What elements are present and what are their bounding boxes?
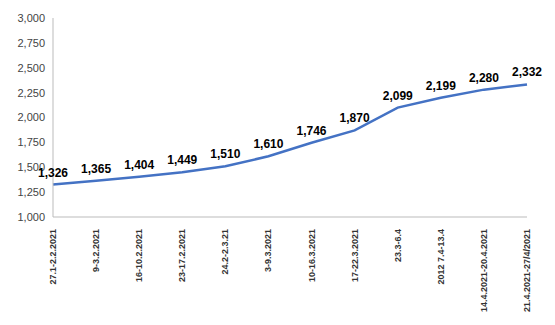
svg-text:2,750: 2,750 [17, 37, 45, 49]
svg-text:3-9.3.2021: 3-9.3.2021 [263, 229, 273, 272]
svg-text:14.4.2021-20.4.2021: 14.4.2021-20.4.2021 [479, 229, 489, 312]
svg-text:1,750: 1,750 [17, 136, 45, 148]
svg-text:1,510: 1,510 [210, 147, 240, 161]
svg-text:1,449: 1,449 [167, 153, 197, 167]
svg-text:23.3-6.4: 23.3-6.4 [393, 229, 403, 262]
svg-text:1,870: 1,870 [340, 111, 370, 125]
svg-text:2,500: 2,500 [17, 62, 45, 74]
svg-text:21.4.2021-27/4/2021: 21.4.2021-27/4/2021 [522, 229, 532, 312]
svg-text:16-10.2.2021: 16-10.2.2021 [134, 229, 144, 282]
svg-text:2,280: 2,280 [469, 71, 499, 85]
svg-text:2012 7.4-13.4: 2012 7.4-13.4 [436, 229, 446, 285]
svg-text:1,326: 1,326 [38, 166, 68, 180]
svg-text:1,250: 1,250 [17, 186, 45, 198]
svg-text:1,746: 1,746 [297, 124, 327, 138]
svg-text:9-3.2.2021: 9-3.2.2021 [91, 229, 101, 272]
svg-text:2,250: 2,250 [17, 87, 45, 99]
svg-text:10-16.3.2021: 10-16.3.2021 [307, 229, 317, 282]
svg-text:23-17.2.2021: 23-17.2.2021 [177, 229, 187, 282]
svg-text:2,332: 2,332 [512, 65, 542, 79]
svg-text:24.2-2.3.21: 24.2-2.3.21 [220, 229, 230, 275]
svg-text:2,000: 2,000 [17, 111, 45, 123]
svg-text:1,365: 1,365 [81, 162, 111, 176]
svg-text:1,500: 1,500 [17, 161, 45, 174]
svg-text:1,610: 1,610 [253, 137, 283, 151]
svg-text:1,404: 1,404 [124, 158, 154, 172]
svg-text:2,099: 2,099 [383, 89, 413, 103]
svg-text:17-22.3.2021: 17-22.3.2021 [350, 229, 360, 282]
svg-text:1,000: 1,000 [17, 211, 45, 223]
svg-text:2,199: 2,199 [426, 79, 456, 93]
svg-text:3,000: 3,000 [17, 12, 45, 24]
svg-text:27.1-2.2.2021: 27.1-2.2.2021 [48, 229, 58, 285]
